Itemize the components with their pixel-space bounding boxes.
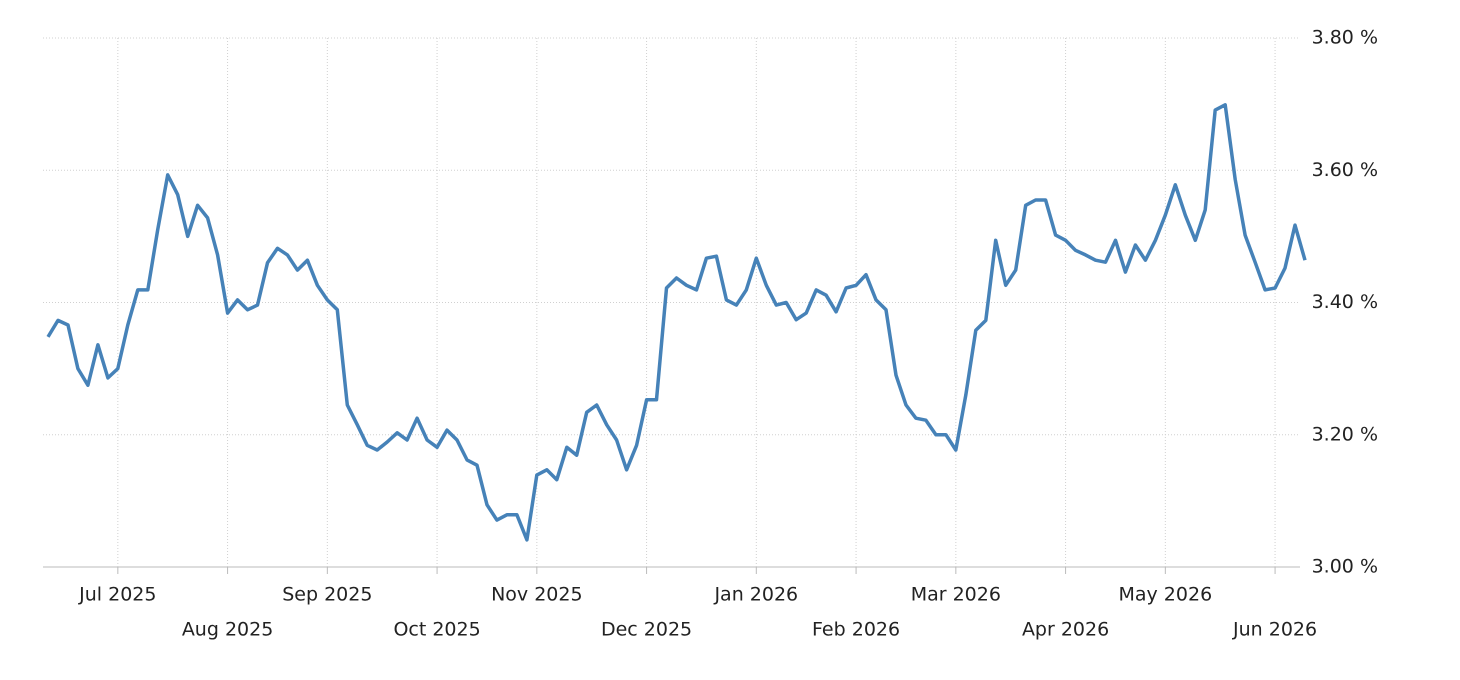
x-tick-label: Aug 2025 <box>182 619 274 641</box>
y-tick-label: 3.00 % <box>1312 556 1378 578</box>
y-tick-label: 3.80 % <box>1312 27 1378 49</box>
x-tick-label: Jan 2026 <box>713 584 798 606</box>
y-tick-label: 3.60 % <box>1312 159 1378 181</box>
y-tick-label: 3.20 % <box>1312 423 1378 445</box>
x-tick-label: Sep 2025 <box>282 584 372 606</box>
x-tick-label: May 2026 <box>1118 584 1212 606</box>
x-tick-label: Apr 2026 <box>1022 619 1109 641</box>
x-tick-label: Jul 2025 <box>78 584 156 606</box>
x-tick-label: Jun 2026 <box>1232 619 1317 641</box>
x-tick-label: Oct 2025 <box>393 619 480 641</box>
x-tick-label: Dec 2025 <box>601 619 692 641</box>
x-tick-label: Mar 2026 <box>911 584 1001 606</box>
y-tick-label: 3.40 % <box>1312 291 1378 313</box>
line <box>46 103 1307 542</box>
x-tick-label: Feb 2026 <box>812 619 900 641</box>
x-tick-label: Nov 2025 <box>491 584 582 606</box>
